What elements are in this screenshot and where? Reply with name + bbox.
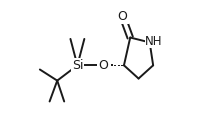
Text: O: O [118, 10, 127, 23]
Text: NH: NH [145, 34, 163, 48]
Text: O: O [98, 59, 108, 72]
Text: Si: Si [72, 59, 83, 72]
